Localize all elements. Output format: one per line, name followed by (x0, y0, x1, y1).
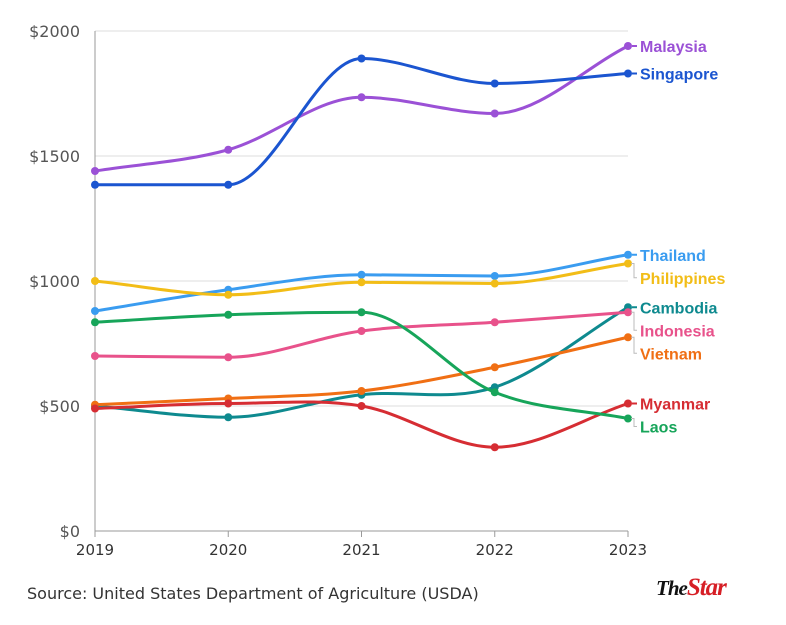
source-note: Source: United States Department of Agri… (27, 584, 479, 603)
data-point-malaysia (91, 167, 99, 175)
data-point-singapore (357, 54, 366, 63)
data-point-indonesia (224, 353, 233, 362)
series-label-thailand: Thailand (640, 248, 706, 265)
x-axis-ticks: 2019 2020 2021 2022 2023 (76, 531, 647, 559)
data-point-singapore (624, 69, 632, 78)
logo-star: Star (686, 574, 727, 601)
y-tick-label: $1000 (29, 272, 80, 291)
data-point-philippines (490, 279, 499, 288)
series-label-myanmar: Myanmar (640, 397, 710, 414)
y-axis-ticks: $0 $500 $1000 $1500 $2000 (29, 22, 80, 541)
label-connector (631, 311, 637, 331)
data-point-thailand (91, 307, 99, 315)
data-point-myanmar (490, 443, 499, 452)
series-label-indonesia: Indonesia (640, 323, 715, 340)
series-label-laos: Laos (640, 420, 677, 437)
data-point-indonesia (357, 327, 366, 335)
label-connector (631, 418, 637, 427)
data-point-laos (224, 310, 233, 319)
line-chart: $0$500$1000$1500$2000 2019 2020 2021 2022 20… (29, 22, 725, 559)
data-point-philippines (91, 277, 99, 285)
series-label-philippines: Philippines (640, 271, 725, 288)
x-tick-label: 2019 (76, 541, 114, 559)
data-point-indonesia (490, 318, 499, 327)
data-point-singapore (490, 79, 499, 88)
data-point-myanmar (357, 402, 366, 410)
logo-the: The (656, 576, 688, 600)
data-point-vietnam (357, 387, 366, 395)
data-point-laos (357, 308, 366, 317)
data-point-malaysia (357, 93, 366, 102)
data-point-malaysia (490, 109, 499, 118)
data-point-laos (490, 388, 499, 397)
series-labels: Malaysia Singapore Thailand Philippines Camb… (631, 39, 725, 437)
data-point-laos (91, 318, 99, 327)
data-point-myanmar (624, 399, 632, 408)
data-point-malaysia (224, 145, 233, 154)
data-point-vietnam (624, 333, 632, 342)
data-point-malaysia (624, 42, 632, 50)
series-label-vietnam: Vietnam (640, 346, 702, 363)
y-tick-label: $2000 (29, 22, 80, 41)
label-connector (631, 263, 637, 279)
data-point-singapore (224, 180, 233, 189)
data-point-singapore (91, 180, 99, 189)
x-tick-label: 2022 (476, 541, 514, 559)
data-point-vietnam (490, 363, 499, 372)
data-point-laos (624, 414, 632, 423)
data-point-indonesia (624, 308, 632, 317)
x-tick-label: 2021 (342, 541, 380, 559)
data-point-philippines (624, 259, 632, 268)
y-tick-label: $0 (60, 522, 80, 541)
data-point-cambodia (224, 413, 233, 422)
series-line-singapore (93, 56, 630, 187)
label-connector (631, 336, 637, 354)
x-tick-label: 2020 (209, 541, 247, 559)
y-tick-label: $500 (39, 397, 80, 416)
data-point-myanmar (224, 399, 233, 408)
series-points (91, 42, 632, 452)
data-point-philippines (357, 278, 366, 287)
y-tick-label: $1500 (29, 147, 80, 166)
series-label-singapore: Singapore (640, 67, 718, 84)
series-line-malaysia (93, 44, 630, 173)
series-label-malaysia: Malaysia (640, 39, 707, 56)
data-point-philippines (224, 290, 233, 299)
data-point-thailand (624, 250, 632, 259)
x-tick-label: 2023 (609, 541, 647, 559)
data-point-thailand (357, 270, 366, 279)
data-point-myanmar (91, 404, 99, 413)
data-point-indonesia (91, 352, 99, 360)
series-label-cambodia: Cambodia (640, 300, 717, 317)
data-point-thailand (490, 272, 499, 280)
the-star-logo: TheStar (656, 574, 727, 602)
